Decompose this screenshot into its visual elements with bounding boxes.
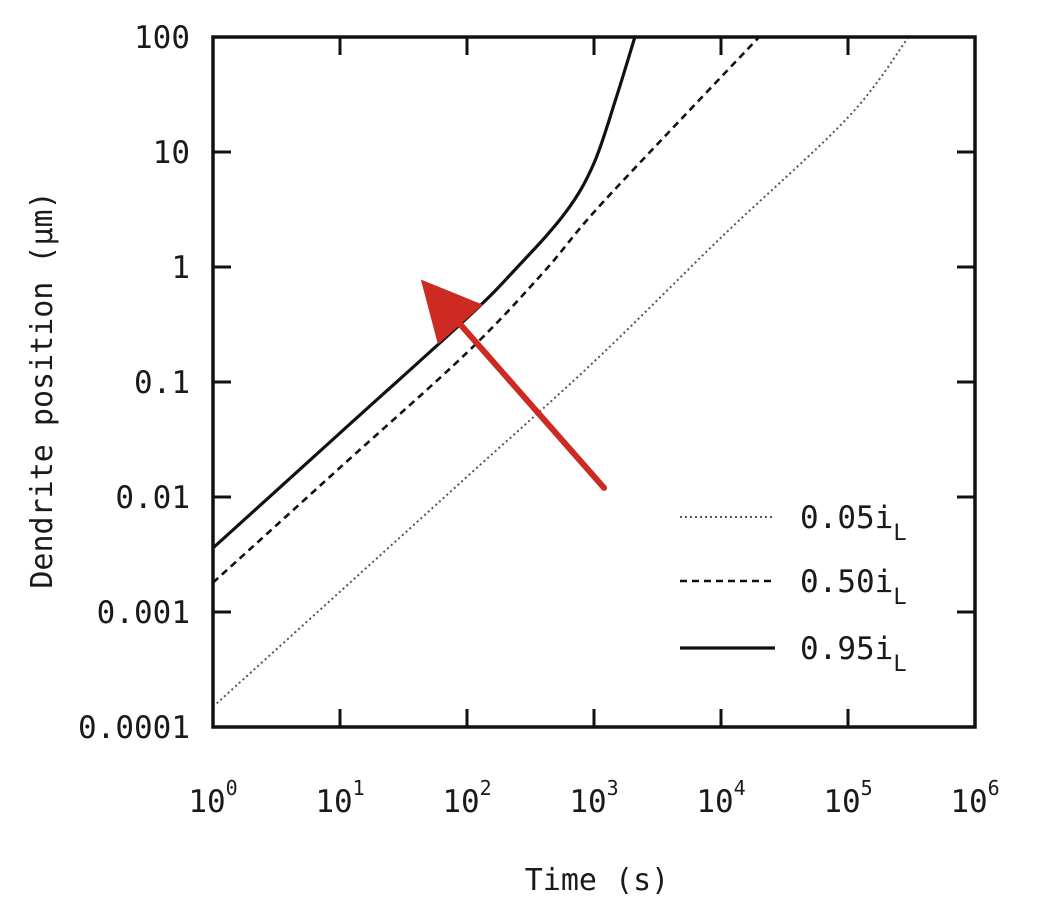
y-tick-label: 0.01: [115, 480, 190, 516]
y-tick-label: 0.1: [134, 365, 190, 401]
legend-label: 0.95iL: [800, 631, 907, 677]
y-tick-label: 100: [134, 20, 190, 56]
legend-label: 0.05iL: [800, 500, 907, 546]
y-tick-label: 0.0001: [78, 710, 190, 746]
x-axis-title: Time (s): [525, 863, 670, 898]
x-tick-label: 106: [950, 776, 999, 820]
series-layer: [213, 37, 910, 708]
y-tick-label: 10: [153, 135, 190, 171]
y-tick-label: 0.001: [97, 595, 190, 631]
y-tick-label: 1: [171, 250, 190, 286]
x-tick-label: 105: [823, 776, 872, 820]
plot-frame: [211, 35, 977, 729]
legend-label: 0.50iL: [800, 564, 907, 610]
arrow-annotation-0: [420, 279, 608, 491]
series-line-1: [213, 37, 761, 584]
x-tick-label: 101: [315, 776, 364, 820]
x-tick-label: 100: [188, 776, 237, 820]
x-tick-label: 102: [442, 776, 491, 820]
axis-layer: 100 101 102 103 104 105 1061001010.10.010.0010…: [78, 20, 1000, 820]
series-line-2: [213, 37, 637, 550]
annotation-layer: [420, 279, 608, 491]
x-tick-label: 104: [696, 776, 745, 820]
x-tick-label: 103: [569, 776, 618, 820]
series-line-0: [213, 37, 910, 708]
y-axis-title: Dendrite position (µm): [25, 191, 60, 588]
legend: 0.05iL 0.50iL 0.95iL: [680, 500, 907, 677]
